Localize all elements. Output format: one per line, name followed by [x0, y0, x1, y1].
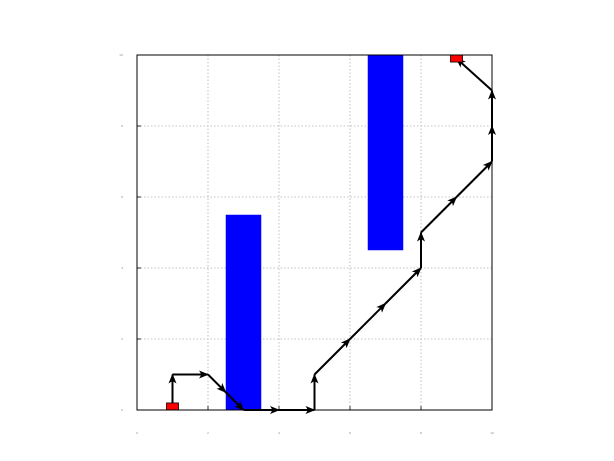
path-arrow-10	[384, 267, 422, 305]
x-tick-label: 4	[278, 431, 280, 435]
path-arrow-9	[349, 302, 387, 340]
plot-frame	[136, 54, 493, 411]
path-arrow-13	[455, 160, 493, 198]
obstacle-bar-2	[367, 55, 404, 251]
x-tick-label: 2	[207, 431, 209, 435]
x-tick-label: 0	[136, 431, 138, 435]
x-tick-label: 6	[349, 431, 351, 435]
y-tick-label: 8	[121, 124, 123, 128]
obstacles	[225, 55, 404, 410]
goal-marker	[450, 54, 463, 63]
axis-ticks	[136, 54, 493, 411]
y-tick-label: 2	[121, 337, 123, 341]
y-tick-label: 4	[121, 266, 123, 270]
y-tick-label: 0	[121, 408, 123, 412]
endpoints	[166, 54, 463, 411]
x-tick-label: 8	[420, 431, 422, 435]
start-marker	[166, 402, 179, 411]
path-arrow-12	[420, 196, 458, 234]
path-arrow-4	[225, 391, 245, 411]
path-arrow-3	[207, 373, 227, 393]
grid-lines	[137, 55, 492, 410]
path-arrow-16	[455, 57, 493, 92]
obstacle-bar-1	[225, 214, 262, 410]
y-tick-label: 10	[119, 53, 123, 57]
axis-tick-labels: 0 2 4 6 8 10 0 2 4 6 8 10	[119, 53, 494, 435]
path-arrows	[168, 57, 496, 414]
x-tick-label: 10	[490, 431, 494, 435]
y-tick-label: 6	[121, 195, 123, 199]
path-arrow-8	[313, 338, 351, 376]
